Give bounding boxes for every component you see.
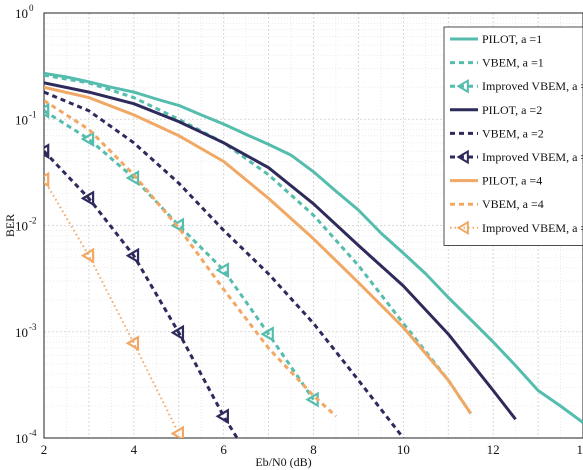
y-tick-exponent: 0 — [29, 3, 34, 13]
y-tick-exponent: -2 — [29, 216, 37, 226]
series-line — [44, 150, 239, 438]
legend: PILOT, a =1 VBEM, a =1 Improved VBEM, a =1… — [443, 26, 583, 246]
y-tick-exponent: -4 — [29, 428, 37, 438]
series-point — [170, 425, 185, 438]
legend-label: VBEM, a =1 — [482, 56, 544, 70]
legend-entry: PILOT, a =2 — [450, 103, 542, 117]
series-line — [44, 99, 338, 418]
legend-label: VBEM, a =2 — [482, 126, 544, 140]
x-tick-label: 10 — [397, 442, 410, 457]
series-line — [44, 71, 583, 424]
legend-entry: PILOT, a =4 — [450, 174, 542, 188]
series-0 — [44, 71, 583, 424]
series-2 — [44, 102, 319, 408]
legend-entry: Improved VBEM, a =2 — [450, 149, 583, 165]
series-line — [44, 109, 315, 401]
x-axis-label: Eb/N0 (dB) — [255, 455, 311, 469]
legend-marker — [456, 149, 469, 165]
legend-label: PILOT, a =1 — [482, 32, 542, 46]
series-4 — [44, 90, 405, 438]
legend-label: Improved VBEM, a =4 — [482, 221, 583, 235]
y-tick-label: 10 — [15, 112, 28, 127]
series-line — [44, 90, 405, 438]
y-tick-label: 10 — [15, 431, 28, 446]
legend-label: Improved VBEM, a =1 — [482, 79, 583, 93]
x-tick-label: 4 — [131, 442, 138, 457]
x-tick-label: 2 — [41, 442, 48, 457]
series-point — [80, 247, 95, 264]
series-point — [44, 143, 50, 160]
y-tick-label: 10 — [15, 325, 28, 340]
y-tick-exponent: -1 — [29, 109, 37, 119]
series-point — [125, 247, 140, 264]
axis-ticks: 246810121410010-110-210-310-4 — [15, 3, 583, 457]
x-tick-label: 8 — [310, 442, 317, 457]
series-3 — [44, 81, 517, 421]
series-8 — [44, 171, 185, 438]
series-point — [170, 324, 185, 341]
legend-entry: VBEM, a =2 — [450, 126, 544, 140]
legend-label: VBEM, a =4 — [482, 197, 544, 211]
x-tick-label: 14 — [577, 442, 583, 457]
series-point — [125, 335, 140, 352]
legend-entry: VBEM, a =1 — [450, 56, 544, 70]
series-layer — [44, 71, 583, 438]
legend-label: Improved VBEM, a =2 — [482, 150, 583, 164]
legend-marker — [456, 78, 469, 94]
series-point — [170, 217, 185, 234]
plot-frame — [43, 12, 583, 439]
series-point — [260, 326, 274, 343]
y-tick-label: 10 — [15, 6, 28, 21]
series-point — [125, 170, 140, 186]
series-5 — [44, 143, 239, 438]
series-line — [44, 81, 517, 421]
legend-entry: Improved VBEM, a =1 — [450, 78, 583, 94]
legend-label: PILOT, a =2 — [482, 103, 542, 117]
legend-box — [443, 26, 583, 246]
legend-marker — [456, 220, 469, 236]
series-point — [44, 102, 50, 119]
series-point — [215, 408, 229, 425]
series-6 — [44, 85, 472, 415]
series-point — [80, 131, 95, 148]
legend-label: PILOT, a =4 — [482, 174, 542, 188]
y-tick-exponent: -3 — [29, 322, 37, 332]
series-point — [44, 171, 50, 188]
legend-entry: PILOT, a =1 — [450, 32, 542, 46]
legend-entry: VBEM, a =4 — [450, 197, 544, 211]
legend-entry: Improved VBEM, a =4 — [450, 220, 583, 236]
series-point — [215, 262, 229, 279]
series-line — [44, 85, 472, 415]
y-axis-label: BER — [3, 214, 17, 237]
x-tick-label: 6 — [220, 442, 227, 457]
x-tick-label: 12 — [487, 442, 500, 457]
series-7 — [44, 99, 338, 418]
y-tick-label: 10 — [15, 219, 28, 234]
series-point — [80, 190, 95, 207]
